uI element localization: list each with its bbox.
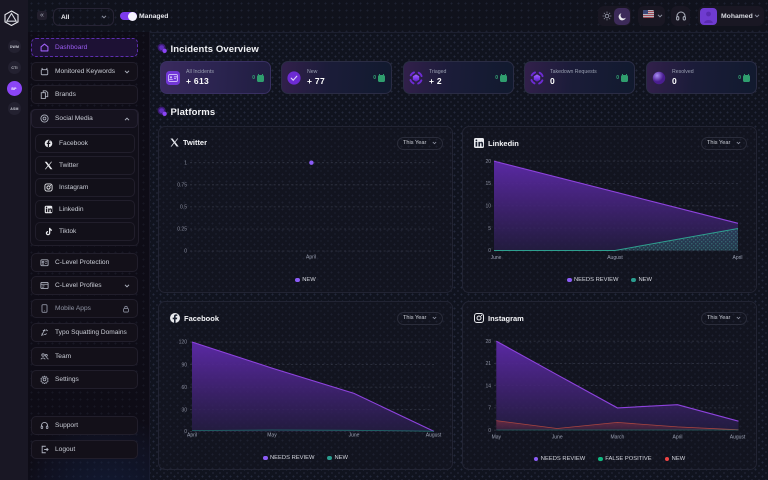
svg-text:0.25: 0.25 [177,227,187,233]
svg-text:30: 30 [181,407,187,413]
svg-text:0.75: 0.75 [177,183,187,189]
svg-text:15: 15 [485,181,491,187]
svg-text:21: 21 [485,361,491,367]
svg-text:20: 20 [485,159,491,165]
svg-text:90: 90 [181,362,187,368]
svg-text:5: 5 [488,226,491,232]
svg-text:0.5: 0.5 [180,205,187,211]
svg-text:April: April [306,255,316,261]
svg-text:March: March [610,434,624,440]
svg-text:August: August [730,434,746,440]
svg-text:May: May [492,434,502,440]
svg-text:0: 0 [184,429,187,435]
svg-text:June: June [349,432,360,438]
svg-text:7: 7 [488,406,491,412]
svg-text:60: 60 [181,385,187,391]
svg-text:10: 10 [485,204,491,210]
svg-text:14: 14 [485,383,491,389]
svg-text:1: 1 [184,160,187,166]
svg-text:August: August [607,255,623,261]
svg-text:0: 0 [488,428,491,434]
svg-text:120: 120 [179,340,188,346]
svg-text:May: May [267,432,277,438]
svg-text:June: June [491,255,502,261]
svg-text:0: 0 [488,248,491,254]
svg-text:28: 28 [485,339,491,345]
svg-text:0: 0 [184,249,187,255]
svg-text:April: April [187,432,197,438]
svg-text:June: June [552,434,563,440]
svg-text:August: August [426,432,442,438]
svg-text:April: April [732,255,742,261]
svg-text:April: April [672,434,682,440]
